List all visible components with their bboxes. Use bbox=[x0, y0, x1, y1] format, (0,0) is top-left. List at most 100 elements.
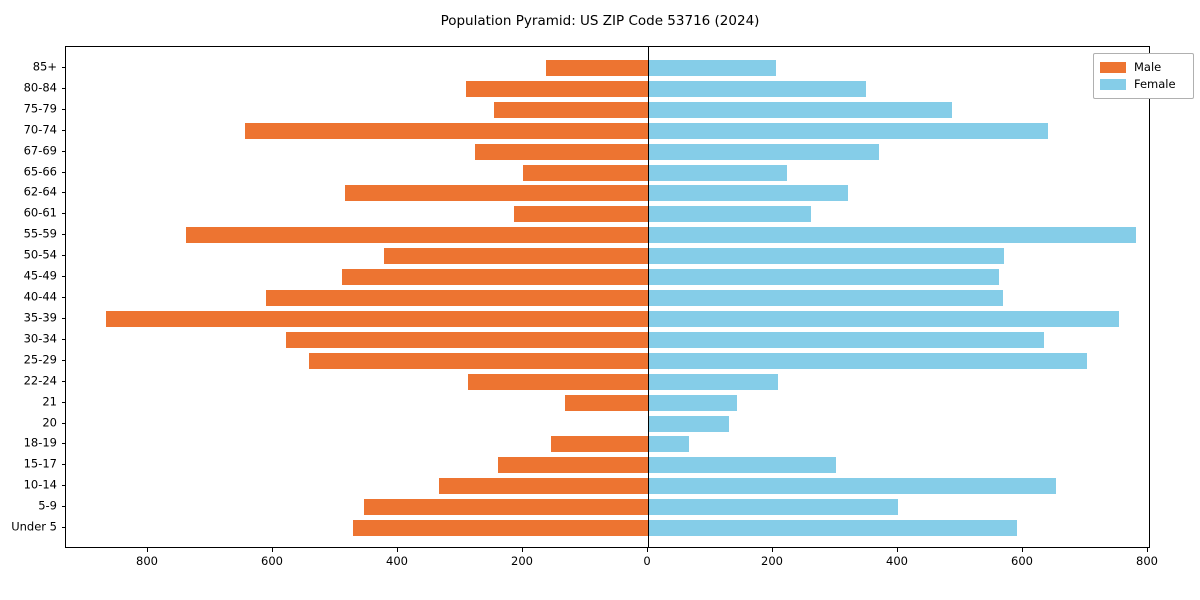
bar-male-75-79 bbox=[493, 101, 648, 118]
bar-female-35-39 bbox=[648, 310, 1120, 327]
bar-male-18-19 bbox=[551, 436, 648, 453]
bar-row bbox=[66, 248, 1149, 265]
bar-row bbox=[66, 478, 1149, 495]
bar-male-30-34 bbox=[285, 331, 648, 348]
y-tick-mark bbox=[61, 66, 66, 68]
bar-female-18-19 bbox=[648, 436, 689, 453]
bar-male-5-9 bbox=[363, 499, 648, 516]
bar-row bbox=[66, 331, 1149, 348]
y-tick-mark bbox=[61, 192, 66, 194]
bar-male-21 bbox=[564, 394, 648, 411]
bar-row bbox=[66, 290, 1149, 306]
x-tick-label--400: 400 bbox=[386, 554, 408, 568]
y-tick-mark bbox=[61, 464, 66, 466]
bar-female-65-66 bbox=[648, 164, 787, 181]
y-tick-mark bbox=[61, 129, 66, 131]
bar-female-50-54 bbox=[648, 248, 1005, 265]
y-tick-label-45-49: 45-49 bbox=[23, 268, 57, 283]
legend-entry-female[interactable]: Female bbox=[1100, 76, 1187, 93]
y-tick-label-67-69: 67-69 bbox=[23, 142, 57, 157]
bar-row bbox=[66, 122, 1149, 139]
zero-axis-line bbox=[648, 47, 650, 547]
bar-female-40-44 bbox=[648, 290, 1003, 306]
x-tick-mark bbox=[147, 548, 148, 552]
y-tick-label-15-17: 15-17 bbox=[23, 456, 57, 471]
bar-row bbox=[66, 143, 1149, 160]
y-tick-label-21: 21 bbox=[42, 393, 57, 408]
legend-entry-male[interactable]: Male bbox=[1100, 59, 1187, 76]
x-tick-label-800: 800 bbox=[1136, 554, 1158, 568]
bar-row bbox=[66, 457, 1149, 474]
bar-male-67-69 bbox=[474, 143, 648, 160]
y-tick-label-80-84: 80-84 bbox=[23, 80, 57, 95]
bar-row bbox=[66, 164, 1149, 181]
bar-female-5-9 bbox=[648, 499, 898, 516]
y-tick-label-22-24: 22-24 bbox=[23, 372, 57, 387]
y-tick-label-70-74: 70-74 bbox=[23, 121, 57, 136]
y-tick-label-62-64: 62-64 bbox=[23, 184, 57, 199]
bar-male-10-14 bbox=[438, 478, 648, 495]
bar-female-22-24 bbox=[648, 373, 778, 390]
y-tick-label-10-14: 10-14 bbox=[23, 477, 57, 492]
bar-male-85+ bbox=[546, 59, 648, 76]
x-tick-mark bbox=[897, 548, 898, 552]
bar-row bbox=[66, 520, 1149, 537]
y-tick-mark bbox=[61, 485, 66, 487]
legend-label-male: Male bbox=[1134, 59, 1162, 74]
bar-female-55-59 bbox=[648, 227, 1136, 244]
bar-female-21 bbox=[648, 394, 738, 411]
y-tick-mark bbox=[61, 401, 66, 403]
bar-female-62-64 bbox=[648, 185, 848, 202]
plot-area bbox=[65, 46, 1150, 548]
y-tick-mark bbox=[61, 338, 66, 340]
bar-male-60-61 bbox=[513, 206, 648, 223]
bar-row bbox=[66, 185, 1149, 202]
bar-female-15-17 bbox=[648, 457, 836, 474]
y-tick-mark bbox=[61, 276, 66, 278]
x-tick-mark bbox=[1147, 548, 1148, 552]
bar-male-22-24 bbox=[468, 373, 648, 390]
bar-female-70-74 bbox=[648, 122, 1048, 139]
bar-row bbox=[66, 80, 1149, 97]
bar-female-20 bbox=[648, 415, 730, 432]
bar-row bbox=[66, 394, 1149, 411]
y-tick-mark bbox=[61, 380, 66, 382]
bar-female-30-34 bbox=[648, 331, 1044, 348]
y-tick-label-75-79: 75-79 bbox=[23, 101, 57, 115]
x-tick-label--800: 800 bbox=[136, 554, 158, 568]
y-tick-mark bbox=[61, 443, 66, 445]
x-tick-label-0: 0 bbox=[643, 554, 651, 568]
x-tick-mark bbox=[522, 548, 523, 552]
y-tick-mark bbox=[61, 255, 66, 257]
bar-male-35-39 bbox=[106, 310, 648, 327]
y-tick-mark bbox=[61, 213, 66, 215]
bar-female-10-14 bbox=[648, 478, 1057, 495]
x-tick-mark bbox=[272, 548, 273, 552]
bar-male-70-74 bbox=[244, 122, 648, 139]
y-tick-mark bbox=[61, 297, 66, 298]
legend-label-female: Female bbox=[1134, 76, 1176, 91]
x-tick-label-200: 200 bbox=[761, 554, 783, 568]
legend-swatch-male bbox=[1100, 62, 1126, 73]
bar-row bbox=[66, 415, 1149, 432]
y-tick-mark bbox=[61, 150, 66, 152]
y-tick-label-50-54: 50-54 bbox=[23, 247, 57, 262]
bar-male-15-17 bbox=[498, 457, 648, 474]
y-tick-mark bbox=[61, 506, 66, 508]
x-tick-mark bbox=[1022, 548, 1023, 552]
bar-male-45-49 bbox=[341, 269, 648, 286]
x-tick-label-400: 400 bbox=[886, 554, 908, 568]
y-tick-label-55-59: 55-59 bbox=[23, 226, 57, 241]
y-tick-label-85+: 85+ bbox=[32, 59, 57, 74]
x-tick-mark bbox=[647, 548, 648, 552]
bar-male-65-66 bbox=[523, 164, 648, 181]
x-tick-mark bbox=[397, 548, 398, 552]
bar-female-75-79 bbox=[648, 101, 953, 118]
bar-male-Under 5 bbox=[353, 520, 648, 537]
bar-row bbox=[66, 101, 1149, 118]
bar-row bbox=[66, 352, 1149, 369]
bar-female-80-84 bbox=[648, 80, 866, 97]
x-tick-label-600: 600 bbox=[1011, 554, 1033, 568]
bar-female-Under 5 bbox=[648, 520, 1017, 537]
